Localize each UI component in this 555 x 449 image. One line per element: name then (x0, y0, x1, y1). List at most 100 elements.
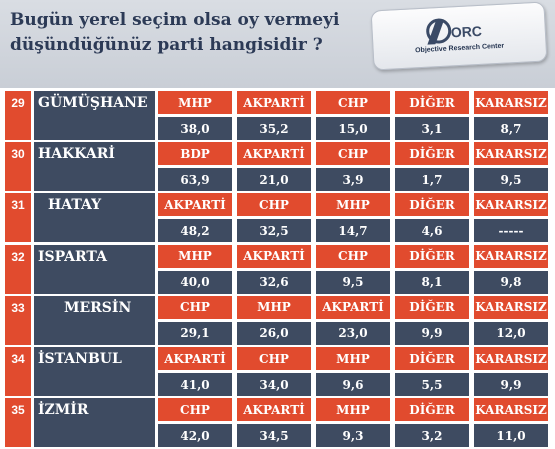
vote-share-value: 4,6 (395, 219, 469, 243)
vote-share-value: 34,0 (237, 373, 311, 396)
party-label: KARARSIZ (474, 295, 548, 319)
party-label: CHP (316, 91, 390, 114)
table-row: 31 HATAY AKPARTİ CHP MHP DİĞER KARARSIZ 48,2 32,… (5, 193, 555, 243)
city-name: GÜMÜŞHANE (34, 91, 155, 140)
vote-share-value: 15,0 (316, 117, 390, 140)
vote-share-value: 1,7 (395, 168, 469, 192)
vote-share-value: 48,2 (158, 219, 232, 243)
city-name: HATAY (34, 193, 155, 243)
party-label: KARARSIZ (474, 244, 548, 268)
party-label: AKPARTİ (316, 295, 390, 319)
title-line-1: Bugün yerel seçim olsa oy vermeyi (10, 10, 340, 30)
party-label: CHP (237, 347, 311, 370)
vote-share-value: 9,3 (316, 424, 390, 448)
row-number: 34 (5, 347, 31, 396)
vote-share-value: 40,0 (158, 270, 232, 294)
city-name: HAKKARİ (34, 142, 155, 192)
vote-share-value: 8,1 (395, 270, 469, 294)
vote-share-value: 29,1 (158, 321, 232, 345)
vote-share-value: 8,7 (474, 117, 548, 140)
row-number: 33 (5, 295, 31, 345)
vote-share-value: 9,5 (474, 168, 548, 192)
vote-share-value: 41,0 (158, 373, 232, 396)
party-label: MHP (316, 193, 390, 217)
party-label: KARARSIZ (474, 91, 548, 114)
party-label: DİĞER (395, 398, 469, 422)
row-number: 29 (5, 91, 31, 140)
vote-share-value: 32,5 (237, 219, 311, 243)
table-row: 34 İSTANBUL AKPARTİ CHP MHP DİĞER KARARSIZ 41,0… (5, 347, 555, 396)
party-label: CHP (316, 244, 390, 268)
title-line-2: düşündüğünüz parti hangisidir ? (10, 35, 323, 55)
table-row: 33 MERSİN CHP MHP AKPARTİ DİĞER KARARSIZ 29,1 26… (5, 295, 555, 345)
party-label: KARARSIZ (474, 347, 548, 370)
vote-share-value: 9,5 (316, 270, 390, 294)
vote-share-value: 63,9 (158, 168, 232, 192)
party-label: AKPARTİ (237, 244, 311, 268)
vote-share-value: 5,5 (395, 373, 469, 396)
party-label: CHP (237, 193, 311, 217)
vote-share-value: 23,0 (316, 321, 390, 345)
party-label: MHP (316, 398, 390, 422)
party-label: AKPARTİ (158, 193, 232, 217)
vote-share-value: 9,9 (474, 373, 548, 396)
vote-share-value: 38,0 (158, 117, 232, 140)
party-label: DİĞER (395, 347, 469, 370)
party-label: MHP (316, 347, 390, 370)
party-label: MHP (158, 244, 232, 268)
party-label: DİĞER (395, 244, 469, 268)
vote-share-value: 9,8 (474, 270, 548, 294)
vote-share-value: 11,0 (474, 424, 548, 448)
vote-share-value: 9,6 (316, 373, 390, 396)
party-label: KARARSIZ (474, 193, 548, 217)
header: Bugün yerel seçim olsa oy vermeyi düşünd… (0, 0, 555, 88)
party-label: DİĞER (395, 142, 469, 166)
row-number: 35 (5, 398, 31, 448)
party-label: KARARSIZ (474, 142, 548, 166)
city-name: İZMİR (34, 398, 155, 448)
party-label: MHP (158, 91, 232, 114)
party-label: CHP (316, 142, 390, 166)
party-label: DİĞER (395, 193, 469, 217)
vote-share-value: 42,0 (158, 424, 232, 448)
city-name: ISPARTA (34, 244, 155, 294)
logo-mark-text: ORC (450, 23, 482, 41)
table-row: 29 GÜMÜŞHANE MHP AKPARTİ CHP DİĞER KARARSIZ 38,… (5, 91, 555, 140)
vote-share-value: 14,7 (316, 219, 390, 243)
table-row: 30 HAKKARİ BDP AKPARTİ CHP DİĞER KARARSIZ 63,9 2… (5, 142, 555, 192)
party-label: CHP (158, 295, 232, 319)
vote-share-value: 12,0 (474, 321, 548, 345)
party-label: MHP (237, 295, 311, 319)
row-number: 30 (5, 142, 31, 192)
party-label: DİĞER (395, 295, 469, 319)
city-name: İSTANBUL (34, 347, 155, 396)
vote-share-value: 21,0 (237, 168, 311, 192)
row-number: 32 (5, 244, 31, 294)
vote-share-value: 35,2 (237, 117, 311, 140)
party-label: AKPARTİ (237, 91, 311, 114)
party-label: AKPARTİ (237, 142, 311, 166)
party-label: KARARSIZ (474, 398, 548, 422)
party-label: DİĞER (395, 91, 469, 114)
page-title: Bugün yerel seçim olsa oy vermeyi düşünd… (10, 8, 340, 58)
results-table: 29 GÜMÜŞHANE MHP AKPARTİ CHP DİĞER KARARSIZ 38,… (5, 88, 555, 449)
vote-share-value: 3,2 (395, 424, 469, 448)
party-label: CHP (158, 398, 232, 422)
vote-share-value: 3,1 (395, 117, 469, 140)
city-name: MERSİN (34, 295, 155, 345)
vote-share-value: ----- (474, 219, 548, 243)
orc-logo-icon: ORC (426, 18, 482, 45)
vote-share-value: 32,6 (237, 270, 311, 294)
row-number: 31 (5, 193, 31, 243)
vote-share-value: 3,9 (316, 168, 390, 192)
party-label: AKPARTİ (158, 347, 232, 370)
vote-share-value: 26,0 (237, 321, 311, 345)
vote-share-value: 9,9 (395, 321, 469, 345)
vote-share-value: 34,5 (237, 424, 311, 448)
party-label: AKPARTİ (237, 398, 311, 422)
table-row: 35 İZMİR CHP AKPARTİ MHP DİĞER KARARSIZ 42,0 34,… (5, 398, 555, 448)
logo: ORC Objective Research Center (370, 1, 548, 71)
table-row: 32 ISPARTA MHP AKPARTİ CHP DİĞER KARARSIZ 40,0 3… (5, 244, 555, 294)
party-label: BDP (158, 142, 232, 166)
